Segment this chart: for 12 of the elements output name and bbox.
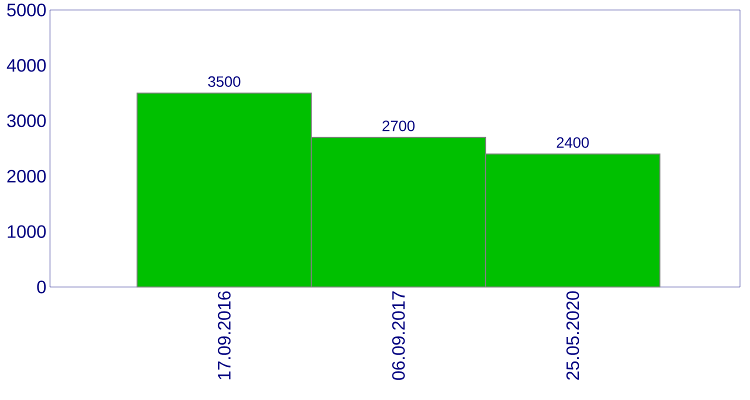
y-tick-label: 4000 xyxy=(6,59,46,72)
y-tick-label: 3000 xyxy=(7,114,46,128)
data-label: 2400 xyxy=(556,137,589,148)
y-tick-label: 1000 xyxy=(8,225,46,238)
y-tick-label: 5000 xyxy=(7,4,46,16)
data-label: 2700 xyxy=(382,120,415,132)
x-tick-label: 25.05.2020 xyxy=(566,291,580,380)
y-tick-label: 2000 xyxy=(7,170,46,183)
x-tick-label: 17.09.2016 xyxy=(218,291,231,380)
y-tick-label: 0 xyxy=(37,280,46,294)
data-label: 3500 xyxy=(208,76,240,87)
x-tick-label: 06.09.2017 xyxy=(392,291,405,380)
